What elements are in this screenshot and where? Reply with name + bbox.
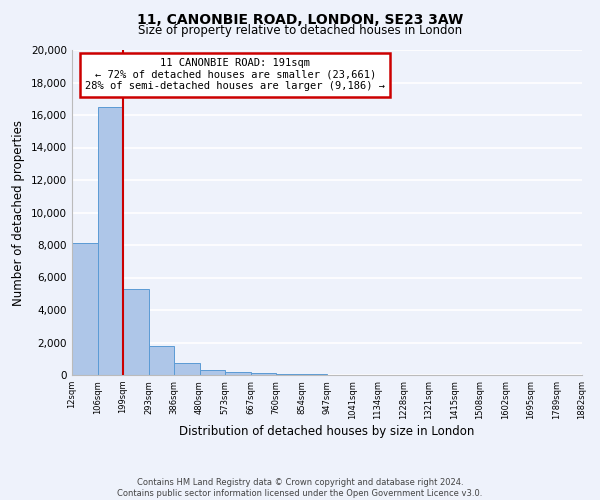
Y-axis label: Number of detached properties: Number of detached properties [13, 120, 25, 306]
Bar [123, 289, 149, 375]
Bar [149, 346, 174, 375]
Bar [276, 374, 302, 375]
Bar [302, 374, 327, 375]
X-axis label: Distribution of detached houses by size in London: Distribution of detached houses by size … [179, 424, 475, 438]
Text: Contains HM Land Registry data © Crown copyright and database right 2024.
Contai: Contains HM Land Registry data © Crown c… [118, 478, 482, 498]
Bar [251, 374, 276, 375]
Bar [225, 372, 251, 375]
Text: 11 CANONBIE ROAD: 191sqm
← 72% of detached houses are smaller (23,661)
28% of se: 11 CANONBIE ROAD: 191sqm ← 72% of detach… [85, 58, 385, 92]
Bar [174, 363, 199, 375]
Text: 11, CANONBIE ROAD, LONDON, SE23 3AW: 11, CANONBIE ROAD, LONDON, SE23 3AW [137, 12, 463, 26]
Bar [97, 107, 123, 375]
Bar [199, 370, 225, 375]
Bar [72, 244, 97, 375]
Text: Size of property relative to detached houses in London: Size of property relative to detached ho… [138, 24, 462, 37]
